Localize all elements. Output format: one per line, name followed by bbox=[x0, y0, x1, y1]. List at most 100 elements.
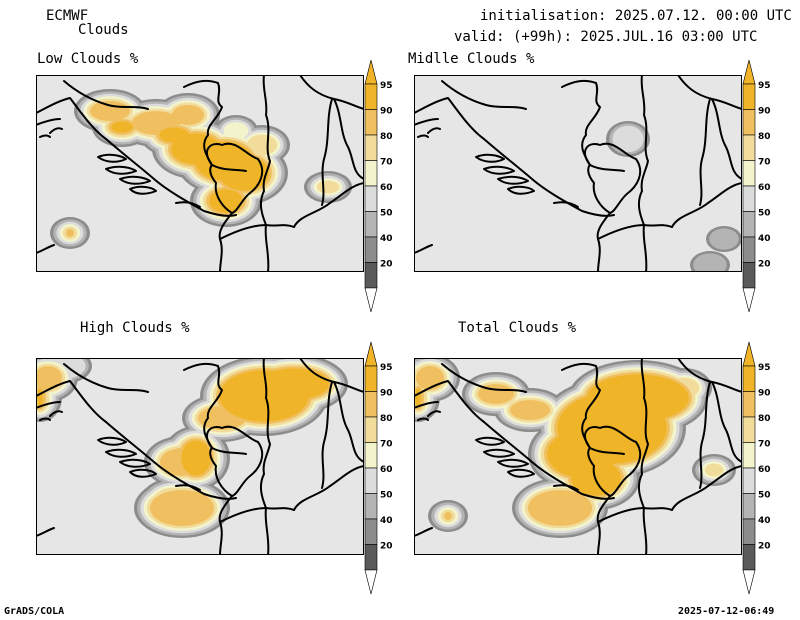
colorbar-tick-label: 95 bbox=[380, 363, 393, 373]
coastline-island bbox=[97, 436, 127, 446]
border-line bbox=[264, 224, 270, 272]
border-line bbox=[642, 507, 648, 555]
colorbar-cell bbox=[364, 236, 378, 263]
colorbar-tick-label: 90 bbox=[380, 107, 393, 117]
coastline-island bbox=[105, 448, 137, 458]
map-frame bbox=[36, 358, 364, 555]
border-line bbox=[206, 142, 264, 214]
border-line bbox=[259, 358, 271, 509]
colorbar-cell bbox=[364, 185, 378, 212]
border-line bbox=[293, 182, 364, 228]
border-line bbox=[36, 527, 55, 537]
border-line bbox=[264, 507, 270, 555]
colorbar-tick-label: 40 bbox=[758, 234, 771, 244]
cloud-contour bbox=[219, 155, 269, 191]
border-line bbox=[414, 244, 433, 254]
coastline-island bbox=[119, 175, 151, 185]
cloud-contour bbox=[259, 368, 329, 400]
colorbar-tick-label: 90 bbox=[758, 389, 771, 399]
colorbar-bottom-arrow bbox=[364, 287, 378, 313]
colorbar-top-arrow bbox=[742, 59, 756, 85]
colorbar-cell bbox=[742, 83, 756, 110]
border-line bbox=[637, 358, 649, 509]
coastline-island bbox=[97, 153, 127, 163]
cloud-contour bbox=[709, 228, 739, 250]
colorbar-tick-label: 20 bbox=[758, 260, 771, 270]
colorbar-cell bbox=[364, 544, 378, 571]
coastline-island bbox=[175, 484, 201, 491]
colorbar-tick-label: 90 bbox=[758, 107, 771, 117]
border-line bbox=[206, 425, 264, 497]
cloud-contour bbox=[111, 121, 133, 133]
colorbar-cell bbox=[364, 518, 378, 545]
footer-software: GrADS/COLA bbox=[4, 606, 65, 617]
colorbar-top-arrow bbox=[364, 59, 378, 85]
border-line bbox=[642, 224, 648, 272]
cloud-contour bbox=[612, 125, 644, 153]
map-frame bbox=[414, 358, 742, 555]
colorbar-cell bbox=[364, 493, 378, 520]
border-line bbox=[711, 98, 742, 180]
field-name: Clouds bbox=[78, 22, 129, 38]
colorbar-tick-label: 70 bbox=[380, 158, 393, 168]
cloud-contour bbox=[36, 366, 62, 390]
border-line bbox=[293, 465, 364, 511]
map-frame bbox=[36, 75, 364, 272]
colorbar-bottom-arrow bbox=[742, 287, 756, 313]
colorbar-cell bbox=[742, 160, 756, 187]
border-line bbox=[321, 98, 333, 206]
border-line bbox=[441, 80, 527, 110]
colorbar-cell bbox=[364, 365, 378, 392]
colorbar-cell bbox=[742, 416, 756, 443]
colorbar-cell bbox=[742, 262, 756, 289]
valid-time: valid: (+99h): 2025.JUL.16 03:00 UTC bbox=[454, 29, 758, 45]
colorbar-cell bbox=[742, 185, 756, 212]
colorbar-tick-label: 70 bbox=[380, 440, 393, 450]
model-name: ECMWF bbox=[46, 8, 89, 24]
map-background bbox=[414, 75, 742, 272]
coastline-island bbox=[553, 484, 579, 491]
coastline-island bbox=[475, 436, 505, 446]
colorbar-top-arrow bbox=[742, 341, 756, 367]
coastline-island bbox=[483, 165, 515, 175]
high-clouds-map bbox=[36, 358, 364, 555]
border-line bbox=[321, 381, 333, 489]
coastline-island bbox=[497, 175, 529, 185]
colorbar-cell bbox=[742, 211, 756, 238]
border-line bbox=[584, 425, 642, 497]
border-line bbox=[699, 98, 711, 206]
colorbar-bottom-arrow bbox=[742, 569, 756, 595]
colorbar-tick-label: 40 bbox=[380, 516, 393, 526]
border-line bbox=[414, 118, 439, 126]
coastline-island bbox=[417, 417, 429, 421]
cloud-contour bbox=[181, 440, 211, 476]
cloud-contour bbox=[444, 512, 452, 520]
border-line bbox=[561, 362, 625, 455]
coastline-island bbox=[175, 201, 201, 208]
colorbar-tick-label: 80 bbox=[758, 414, 771, 424]
border-line bbox=[671, 182, 742, 228]
border-line bbox=[63, 363, 149, 393]
colorbar-cell bbox=[364, 467, 378, 494]
map-frame bbox=[414, 75, 742, 272]
border-line bbox=[441, 363, 527, 393]
coastline-island bbox=[129, 468, 157, 478]
cloud-contour bbox=[693, 253, 727, 272]
border-line bbox=[36, 118, 61, 126]
coastline-island bbox=[49, 410, 63, 417]
colorbar-cell bbox=[364, 83, 378, 110]
coastline-island bbox=[497, 458, 529, 468]
border-line bbox=[183, 79, 247, 172]
cloud-contour bbox=[150, 490, 214, 526]
coastline-island bbox=[129, 185, 157, 195]
coastline-island bbox=[507, 468, 535, 478]
cloud-contour bbox=[90, 101, 130, 121]
coastline-island bbox=[39, 417, 51, 421]
colorbar-cell bbox=[742, 442, 756, 469]
cloud-contour bbox=[223, 122, 249, 140]
border-line bbox=[414, 401, 439, 409]
colorbar-low: 95 90 80 70 60 50 40 20 bbox=[364, 59, 393, 313]
coastline-island bbox=[427, 127, 441, 134]
coastline-island bbox=[507, 185, 535, 195]
colorbar-tick-label: 95 bbox=[380, 81, 393, 91]
